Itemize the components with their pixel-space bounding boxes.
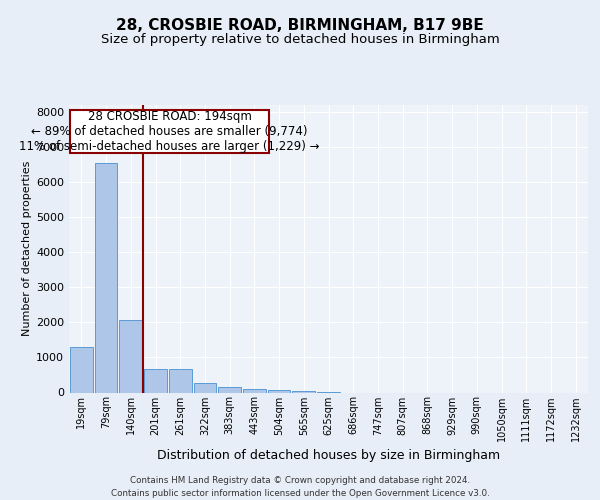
Bar [169, 369, 191, 392]
Text: Contains HM Land Registry data © Crown copyright and database right 2024.: Contains HM Land Registry data © Crown c… [130, 476, 470, 485]
Text: 28 CROSBIE ROAD: 194sqm: 28 CROSBIE ROAD: 194sqm [88, 110, 251, 124]
Bar [268, 390, 290, 392]
X-axis label: Distribution of detached houses by size in Birmingham: Distribution of detached houses by size … [157, 449, 500, 462]
Y-axis label: Number of detached properties: Number of detached properties [22, 161, 32, 336]
Bar [243, 388, 266, 392]
Text: Size of property relative to detached houses in Birmingham: Size of property relative to detached ho… [101, 32, 499, 46]
Bar [292, 390, 315, 392]
Bar [218, 387, 241, 392]
Bar [95, 163, 118, 392]
Text: 11% of semi-detached houses are larger (1,229) →: 11% of semi-detached houses are larger (… [19, 140, 320, 153]
Text: 28, CROSBIE ROAD, BIRMINGHAM, B17 9BE: 28, CROSBIE ROAD, BIRMINGHAM, B17 9BE [116, 18, 484, 32]
Bar [119, 320, 142, 392]
Bar [70, 347, 93, 393]
Bar [194, 382, 216, 392]
Text: Contains public sector information licensed under the Open Government Licence v3: Contains public sector information licen… [110, 489, 490, 498]
Text: ← 89% of detached houses are smaller (9,774): ← 89% of detached houses are smaller (9,… [31, 125, 308, 138]
Bar [70, 110, 269, 154]
Bar [144, 369, 167, 392]
